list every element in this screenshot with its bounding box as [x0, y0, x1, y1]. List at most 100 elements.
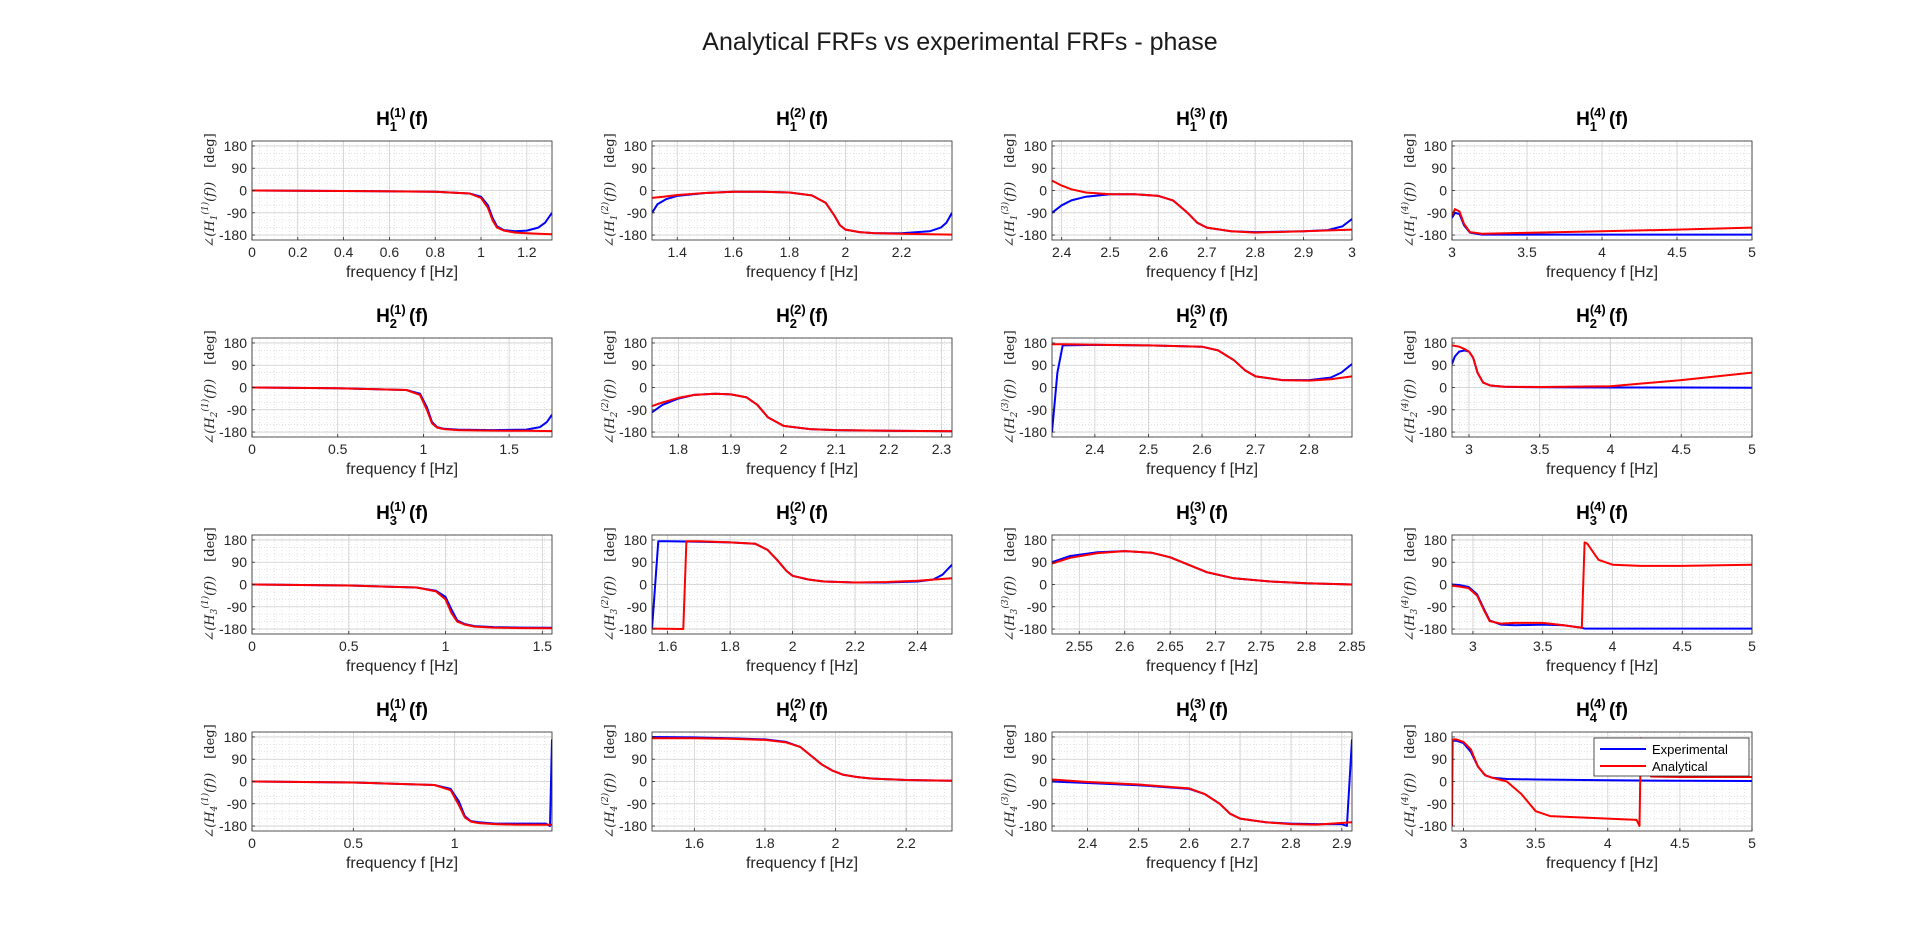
y-tick-label: 90 [231, 160, 247, 176]
subplot-3-4: 3 3.5 4 4.5 5 180 90 0 -90 -180 frequency f [Hz] ∠(… [1400, 499, 1756, 675]
y-tick-label: -90 [1427, 599, 1447, 615]
y-tick-label: 180 [1024, 729, 1048, 745]
x-axis-label: frequency f [Hz] [1546, 461, 1658, 478]
x-axis-label: frequency f [Hz] [346, 264, 458, 281]
x-tick-label: 4.5 [1672, 441, 1692, 457]
x-tick-label: 1.8 [669, 441, 689, 457]
y-tick-label: -180 [219, 424, 247, 440]
x-tick-label: 3 [1348, 244, 1356, 260]
series-line-analytical [1452, 541, 1752, 629]
y-tick-label: -90 [627, 205, 647, 221]
x-tick-label: 2.8 [1245, 244, 1265, 260]
x-tick-label: 4.5 [1667, 244, 1687, 260]
y-tick-label: 180 [1424, 532, 1448, 548]
x-tick-label: 1.4 [667, 244, 687, 260]
y-tick-label: -180 [619, 818, 647, 834]
subplot-title: H(2) 2 (f) [776, 302, 828, 331]
y-tick-label: -180 [619, 424, 647, 440]
subplot-title: H(2) 1 (f) [776, 105, 828, 134]
y-tick-label: -180 [219, 621, 247, 637]
y-axis-label: ∠(H4(4)(f))[deg] [1400, 724, 1420, 838]
legend-label-experimental: Experimental [1652, 742, 1728, 757]
y-tick-label: 90 [631, 554, 647, 570]
y-tick-label: -180 [1419, 621, 1447, 637]
x-tick-label: 0 [248, 638, 256, 654]
x-tick-label: 4 [1604, 835, 1612, 851]
y-tick-label: -180 [219, 818, 247, 834]
y-tick-label: 180 [224, 138, 248, 154]
y-tick-label: -180 [1419, 818, 1447, 834]
series-line-analytical [252, 780, 552, 826]
series-line-analytical [1052, 179, 1352, 234]
subplot-title: H(2) 3 (f) [776, 499, 828, 528]
y-tick-label: 90 [1431, 751, 1447, 767]
y-tick-label: 90 [631, 751, 647, 767]
y-tick-label: 180 [624, 335, 648, 351]
x-axis-label: frequency f [Hz] [1146, 264, 1258, 281]
x-tick-label: 3 [1448, 244, 1456, 260]
subplot-2-2: 1.8 1.9 2 2.1 2.2 2.3 180 90 0 -90 -180 frequency f… [600, 302, 953, 478]
x-tick-label: 2.1 [826, 441, 846, 457]
y-axis-label: ∠(H3(1)(f))[deg] [200, 527, 220, 641]
x-tick-label: 3.5 [1530, 441, 1550, 457]
x-tick-label: 2 [780, 441, 788, 457]
x-axis-label: frequency f [Hz] [346, 461, 458, 478]
y-tick-label: 0 [1039, 380, 1047, 396]
y-axis-label: ∠(H1(2)(f))[deg] [600, 133, 620, 247]
y-tick-label: -90 [627, 402, 647, 418]
y-tick-label: 90 [1031, 751, 1047, 767]
series-line-analytical [252, 583, 552, 630]
y-axis-label: ∠(H4(2)(f))[deg] [600, 724, 620, 838]
y-tick-label: 90 [631, 357, 647, 373]
subplot-4-4: 3 3.5 4 4.5 5 180 90 0 -90 -180 frequency f [Hz] ∠(… [1400, 696, 1756, 872]
x-tick-label: 2.8 [1281, 835, 1301, 851]
x-tick-label: 0.5 [328, 441, 348, 457]
y-axis-label: ∠(H3(2)(f))[deg] [600, 527, 620, 641]
subplot-title: H(1) 4 (f) [376, 696, 428, 725]
series-line-analytical [1452, 344, 1752, 388]
series-line-analytical [252, 189, 552, 236]
y-tick-label: 90 [231, 751, 247, 767]
subplot-4-1: 0 0.5 1 180 90 0 -90 -180 frequency f [Hz] ∠(H4(1… [200, 696, 553, 872]
x-tick-label: 2.8 [1297, 638, 1317, 654]
x-axis-label: frequency f [Hz] [1546, 264, 1658, 281]
x-tick-label: 0.6 [380, 244, 400, 260]
x-tick-label: 5 [1748, 441, 1756, 457]
x-tick-label: 1 [477, 244, 485, 260]
subplot-1-2: 1.4 1.6 1.8 2 2.2 180 90 0 -90 -180 frequency f [H… [600, 105, 953, 281]
x-tick-label: 0.8 [425, 244, 445, 260]
subplot-title: H(3) 2 (f) [1176, 302, 1228, 331]
y-tick-label: -90 [627, 796, 647, 812]
x-tick-label: 2.7 [1206, 638, 1226, 654]
subplot-title: H(4) 2 (f) [1576, 302, 1628, 331]
subplot-title: H(4) 4 (f) [1576, 696, 1628, 725]
y-tick-label: 90 [231, 554, 247, 570]
x-tick-label: 2.75 [1247, 638, 1274, 654]
y-tick-label: 90 [1431, 357, 1447, 373]
y-tick-label: -180 [219, 227, 247, 243]
x-tick-label: 1.6 [724, 244, 744, 260]
y-tick-label: 90 [1031, 554, 1047, 570]
x-tick-label: 0.5 [344, 835, 364, 851]
y-tick-label: 0 [1439, 774, 1447, 790]
x-tick-label: 4.5 [1672, 638, 1692, 654]
x-tick-label: 2 [832, 835, 840, 851]
x-tick-label: 2.4 [1085, 441, 1105, 457]
legend-box [1593, 737, 1750, 777]
y-tick-label: -90 [1027, 402, 1047, 418]
y-tick-label: -180 [1019, 424, 1047, 440]
x-tick-label: 2.8 [1299, 441, 1319, 457]
x-tick-label: 2.6 [1149, 244, 1169, 260]
x-tick-label: 1.6 [658, 638, 678, 654]
y-axis-label: ∠(H1(1)(f))[deg] [200, 133, 220, 247]
x-tick-label: 2.4 [908, 638, 928, 654]
legend: Experimental Analytical [1593, 737, 1750, 777]
y-tick-label: 0 [639, 774, 647, 790]
y-axis-label: ∠(H2(4)(f))[deg] [1400, 330, 1420, 444]
x-tick-label: 0 [248, 835, 256, 851]
x-tick-label: 3 [1460, 835, 1468, 851]
x-tick-label: 1.8 [720, 638, 740, 654]
subplot-title: H(3) 3 (f) [1176, 499, 1228, 528]
x-tick-label: 2 [842, 244, 850, 260]
y-tick-label: 180 [1024, 138, 1048, 154]
